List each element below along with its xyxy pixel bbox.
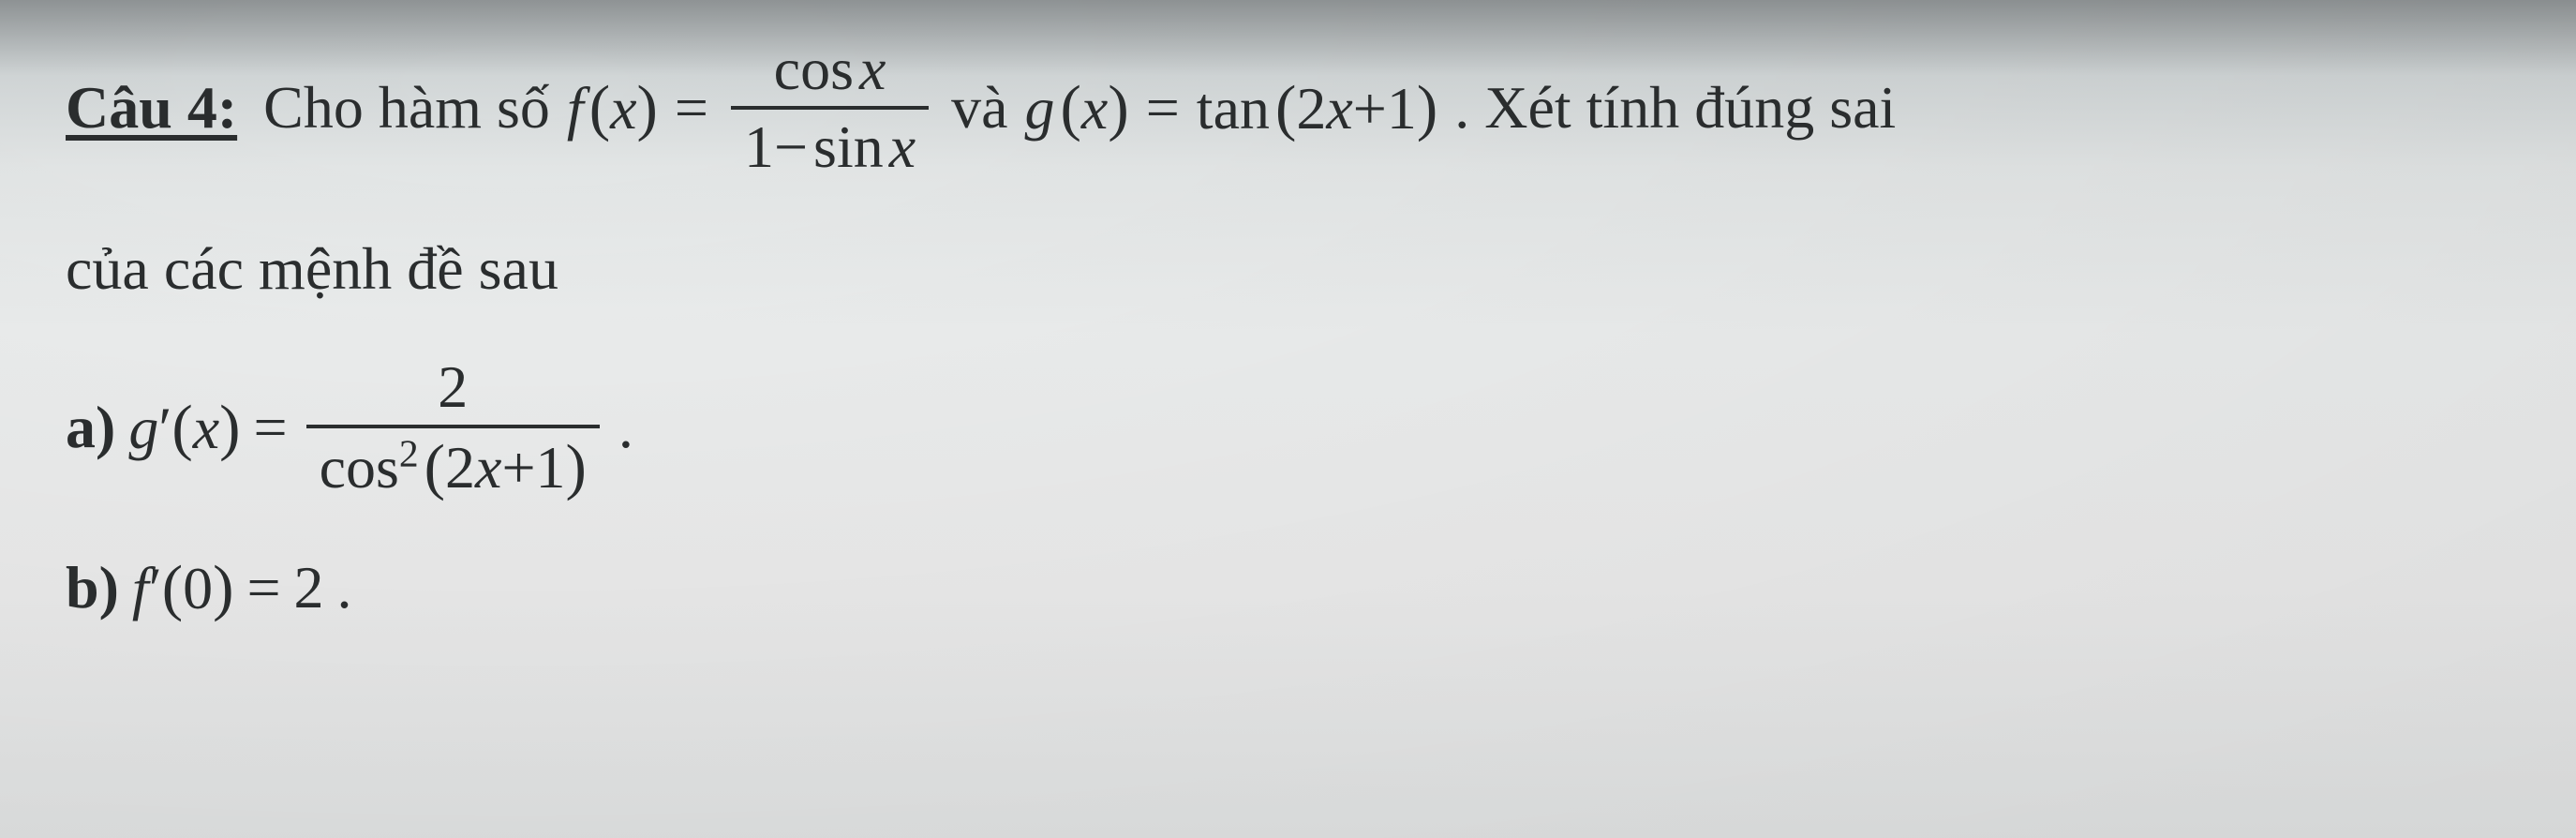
const-2: 2 bbox=[445, 434, 475, 501]
and-text: và bbox=[951, 75, 1007, 141]
cos-power: 2 bbox=[399, 431, 419, 474]
open-paren: ( bbox=[162, 552, 183, 622]
equals: = bbox=[1146, 75, 1180, 141]
open-paren: ( bbox=[171, 392, 192, 462]
tan-fn: tan bbox=[1197, 75, 1270, 142]
prime: ′ bbox=[149, 555, 162, 621]
page: Câu 4: Cho hàm số f(x) = cosx 1−sinx và … bbox=[0, 0, 2576, 838]
x-var: x bbox=[610, 75, 636, 142]
close-paren: ) bbox=[213, 552, 233, 622]
question-line-1: Câu 4: Cho hàm số f(x) = cosx 1−sinx và … bbox=[66, 37, 2539, 178]
f-symbol: f bbox=[132, 555, 149, 621]
cos-arg: x bbox=[859, 36, 886, 102]
zero: 0 bbox=[183, 555, 213, 621]
content: Câu 4: Cho hàm số f(x) = cosx 1−sinx và … bbox=[66, 19, 2539, 819]
den-1: 1 bbox=[744, 113, 774, 180]
sin-fn: sin bbox=[813, 113, 884, 180]
f-of-x: f(x) bbox=[567, 73, 658, 142]
cos-fn: cos bbox=[774, 36, 854, 102]
x-var: x bbox=[193, 395, 219, 461]
f-fraction: cosx 1−sinx bbox=[731, 37, 929, 178]
open-paren: ( bbox=[424, 431, 445, 501]
equals: = bbox=[675, 75, 708, 141]
close-paren: ) bbox=[566, 431, 587, 501]
option-a-label: a) bbox=[66, 393, 115, 462]
equals: = bbox=[253, 393, 287, 462]
option-a: a) g′(x) = 2 cos2(2x+1) . bbox=[66, 355, 2539, 500]
f-symbol: f bbox=[567, 75, 584, 142]
question-label: Câu 4: bbox=[66, 75, 237, 141]
rhs-value: 2 bbox=[294, 553, 324, 622]
g-prime-of-x: g′(x) bbox=[128, 391, 240, 464]
option-b-label: b) bbox=[66, 553, 119, 622]
question-line-2: của các mệnh đề sau bbox=[66, 234, 2539, 304]
x-var: x bbox=[475, 434, 501, 501]
f-frac-num: cosx bbox=[761, 37, 900, 100]
f-prime-of-0: f′(0) bbox=[132, 551, 234, 624]
frac-den: cos2(2x+1) bbox=[306, 434, 600, 501]
tail-text: . Xét tính đúng sai bbox=[1454, 75, 1896, 141]
period: . bbox=[337, 553, 352, 622]
g-symbol: g bbox=[1025, 75, 1055, 142]
const-2: 2 bbox=[1296, 75, 1326, 142]
g-symbol: g bbox=[128, 395, 158, 461]
cos-fn: cos bbox=[320, 434, 399, 501]
const-1: 1 bbox=[1387, 75, 1417, 142]
g-of-x: g(x) bbox=[1025, 73, 1129, 142]
close-paren: ) bbox=[1417, 72, 1437, 142]
open-paren: ( bbox=[1275, 72, 1296, 142]
close-paren: ) bbox=[636, 72, 657, 142]
close-paren: ) bbox=[219, 392, 240, 462]
tan-expr: tan(2x+1) bbox=[1197, 73, 1437, 142]
option-b: b) f′(0) = 2. bbox=[19, 551, 2539, 624]
fraction-bar bbox=[306, 425, 600, 428]
x-var: x bbox=[1326, 75, 1352, 142]
const-1: 1 bbox=[536, 434, 566, 501]
prime: ′ bbox=[158, 395, 171, 461]
open-paren: ( bbox=[589, 72, 610, 142]
open-paren: ( bbox=[1061, 72, 1081, 142]
den-minus: − bbox=[774, 113, 808, 180]
plus: + bbox=[1353, 75, 1387, 142]
f-frac-den: 1−sinx bbox=[731, 115, 929, 178]
fraction-bar bbox=[731, 106, 929, 110]
lead-text: Cho hàm số bbox=[263, 75, 550, 141]
close-paren: ) bbox=[1108, 72, 1128, 142]
option-a-fraction: 2 cos2(2x+1) bbox=[306, 355, 600, 500]
x-var: x bbox=[1081, 75, 1108, 142]
frac-num: 2 bbox=[424, 355, 481, 418]
equals: = bbox=[246, 553, 280, 622]
sin-arg: x bbox=[889, 113, 916, 180]
period: . bbox=[618, 393, 633, 462]
plus: + bbox=[501, 434, 535, 501]
